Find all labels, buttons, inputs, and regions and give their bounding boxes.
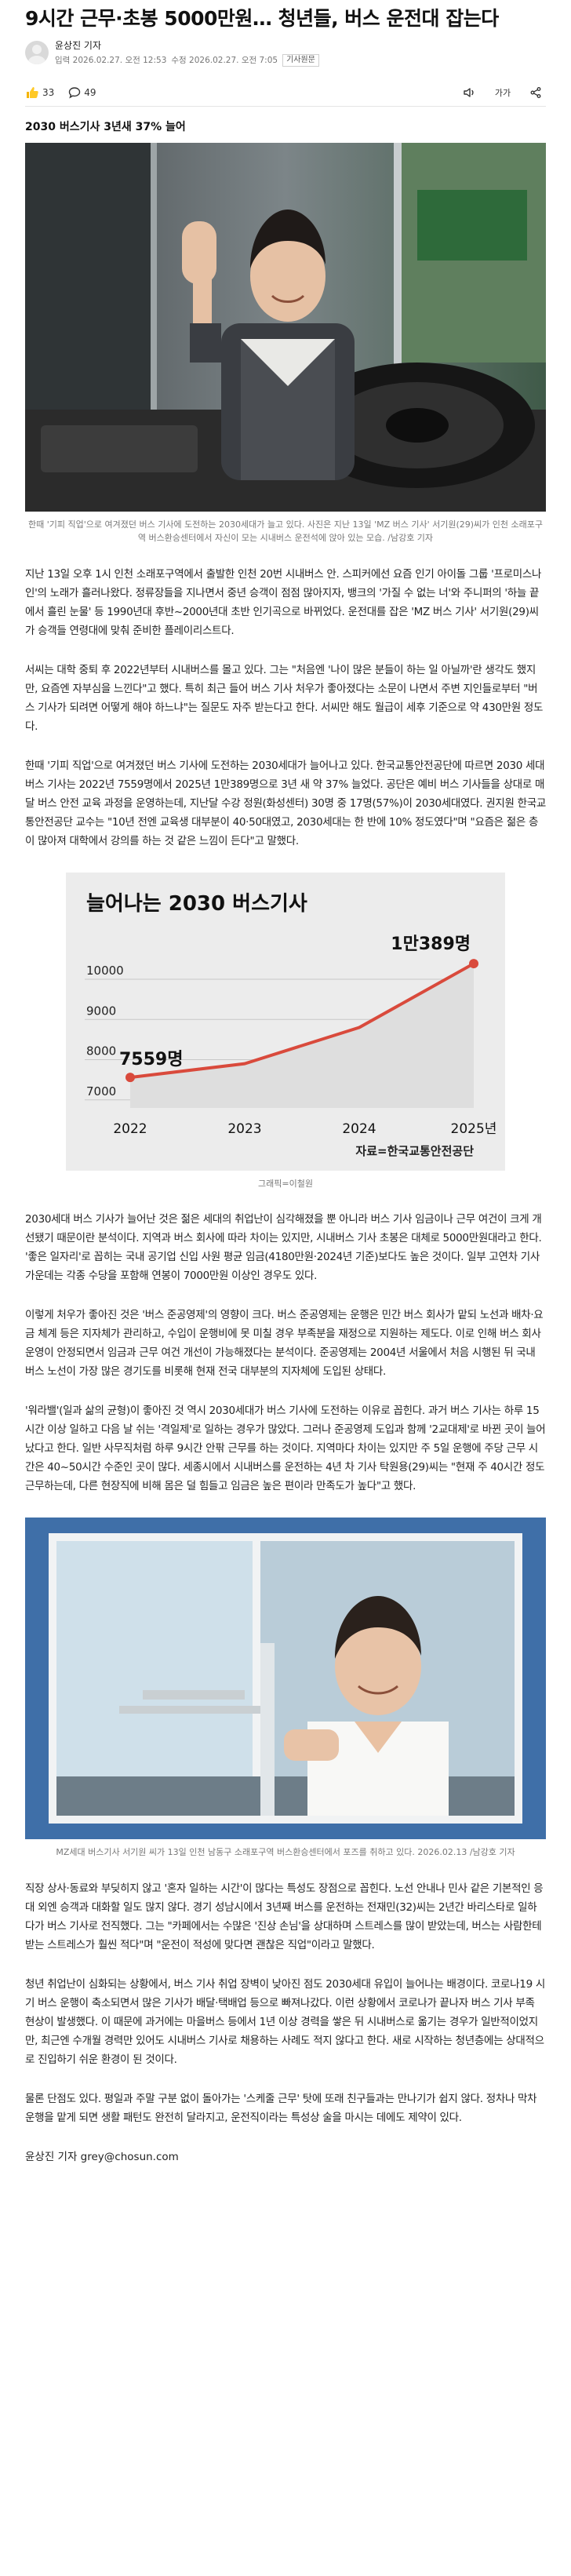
body-paragraph: 한때 '기피 직업'으로 여겨졌던 버스 기사에 도전하는 2030세대가 늘어… bbox=[25, 760, 546, 847]
chart-title: 늘어나는 2030 버스기사 bbox=[86, 892, 307, 916]
article-dates: 입력 2026.02.27. 오전 12:53 수정 2026.02.27. 오… bbox=[55, 54, 319, 67]
like-button[interactable]: 33 bbox=[25, 86, 54, 99]
chart-x-tick-label: 2023 bbox=[227, 1121, 261, 1137]
chart-y-tick-label: 7000 bbox=[86, 1084, 116, 1099]
body-paragraph: 청년 취업난이 심화되는 상황에서, 버스 기사 취업 장벽이 낮아진 점도 2… bbox=[25, 1978, 545, 2066]
bus-driver-chart: 늘어나는 2030 버스기사 7000 8000 9000 10000 2022 202… bbox=[25, 873, 546, 1190]
chart-start-label: 7559명 bbox=[119, 1050, 183, 1069]
body-paragraph: 2030세대 버스 기사가 늘어난 것은 젊은 세대의 취업난이 심각해졌을 뿐… bbox=[25, 1213, 542, 1282]
share-button[interactable] bbox=[526, 82, 546, 103]
chart-x-tick-label: 2022 bbox=[113, 1121, 147, 1137]
chart-x-ticks: 2022 2023 2024 2025년 bbox=[113, 1121, 496, 1137]
chart-line bbox=[129, 962, 475, 1080]
chart-area bbox=[130, 964, 474, 1108]
photo-1-caption: 한때 '기피 직업'으로 여겨졌던 버스 기사에 도전하는 2030세대가 늘고… bbox=[28, 519, 544, 543]
article-photo-2 bbox=[25, 1518, 546, 1839]
article-action-bar: 33 49 가가 bbox=[25, 78, 546, 107]
comment-icon bbox=[69, 86, 81, 99]
chart-end-label: 1만389명 bbox=[391, 935, 471, 954]
body-paragraph: 서씨는 대학 중퇴 후 2022년부터 시내버스를 몰고 있다. 그는 "처음엔… bbox=[25, 664, 544, 733]
body-paragraph: 지난 13일 오후 1시 인천 소래포구역에서 출발한 인천 20번 시내버스 … bbox=[25, 568, 542, 637]
article-page: 9시간 근무·초봉 5000만원… 청년들, 버스 운전대 잡는다 윤상진 기자… bbox=[25, 7, 546, 2163]
reporter-name[interactable]: 윤상진 기자 bbox=[55, 40, 102, 51]
chart-y-tick-label: 8000 bbox=[86, 1044, 116, 1058]
article-photo-1 bbox=[25, 143, 546, 512]
byline-text: 윤상진 기자 입력 2026.02.27. 오전 12:53 수정 2026.0… bbox=[55, 39, 319, 67]
headline: 9시간 근무·초봉 5000만원… 청년들, 버스 운전대 잡는다 bbox=[25, 7, 499, 30]
chart-credit: 그래픽=이철원 bbox=[258, 1179, 313, 1189]
chart-y-tick-label: 9000 bbox=[86, 1004, 116, 1018]
body-paragraph: 물론 단점도 있다. 평일과 주말 구분 없이 돌아가는 '스케줄 근무' 탓에… bbox=[25, 2093, 537, 2124]
reactions: 33 49 bbox=[25, 86, 111, 99]
body-paragraph: '워라밸'(일과 삶의 균형)이 좋아진 것 역시 2030세대가 버스 기사에… bbox=[25, 1405, 546, 1492]
footer-byline: 윤상진 기자 grey@chosun.com bbox=[25, 2151, 179, 2163]
subheading: 2030 버스기사 3년새 37% 늘어 bbox=[25, 121, 186, 133]
body-paragraph: 직장 상사·동료와 부딪히지 않고 '혼자 일하는 시간'이 많다는 특성도 장… bbox=[25, 1882, 544, 1951]
bus-driver-photo bbox=[25, 143, 546, 512]
chart-x-tick-label: 2025년 bbox=[451, 1121, 497, 1137]
comment-button[interactable]: 49 bbox=[68, 86, 96, 99]
listen-button[interactable] bbox=[460, 82, 480, 103]
chart-x-tick-label: 2024 bbox=[342, 1121, 376, 1137]
original-article-link[interactable]: 기사원문 bbox=[282, 54, 319, 67]
chart-y-ticks: 7000 8000 9000 10000 bbox=[86, 964, 124, 1099]
thumbs-up-icon bbox=[27, 86, 38, 98]
byline: 윤상진 기자 입력 2026.02.27. 오전 12:53 수정 2026.0… bbox=[25, 39, 546, 71]
bus-door-photo bbox=[25, 1518, 546, 1839]
font-size-button[interactable]: 가가 bbox=[493, 82, 513, 103]
updated-date: 수정 2026.02.27. 오전 7:05 bbox=[171, 56, 278, 65]
photo-2-caption: MZ세대 버스기사 서기원 씨가 13일 인천 남동구 소래포구역 버스환승센터… bbox=[56, 1847, 515, 1857]
chart-point bbox=[469, 959, 478, 969]
chart-source: 자료=한국교통안전공단 bbox=[355, 1144, 474, 1158]
chart-points bbox=[125, 959, 478, 1083]
share-icon bbox=[530, 86, 541, 98]
reporter-avatar[interactable] bbox=[25, 41, 49, 64]
toolbar-right: 가가 bbox=[447, 82, 546, 103]
body-paragraph: 이렇게 처우가 좋아진 것은 '버스 준공영제'의 영향이 크다. 버스 준공영… bbox=[25, 1309, 544, 1378]
chart-point bbox=[125, 1073, 135, 1083]
like-count: 33 bbox=[42, 86, 55, 98]
font-size-label: 가가 bbox=[494, 87, 511, 98]
published-date: 입력 2026.02.27. 오전 12:53 bbox=[55, 56, 167, 65]
speaker-icon bbox=[464, 87, 474, 97]
chart-y-tick-label: 10000 bbox=[86, 964, 124, 978]
comment-count: 49 bbox=[84, 86, 96, 98]
